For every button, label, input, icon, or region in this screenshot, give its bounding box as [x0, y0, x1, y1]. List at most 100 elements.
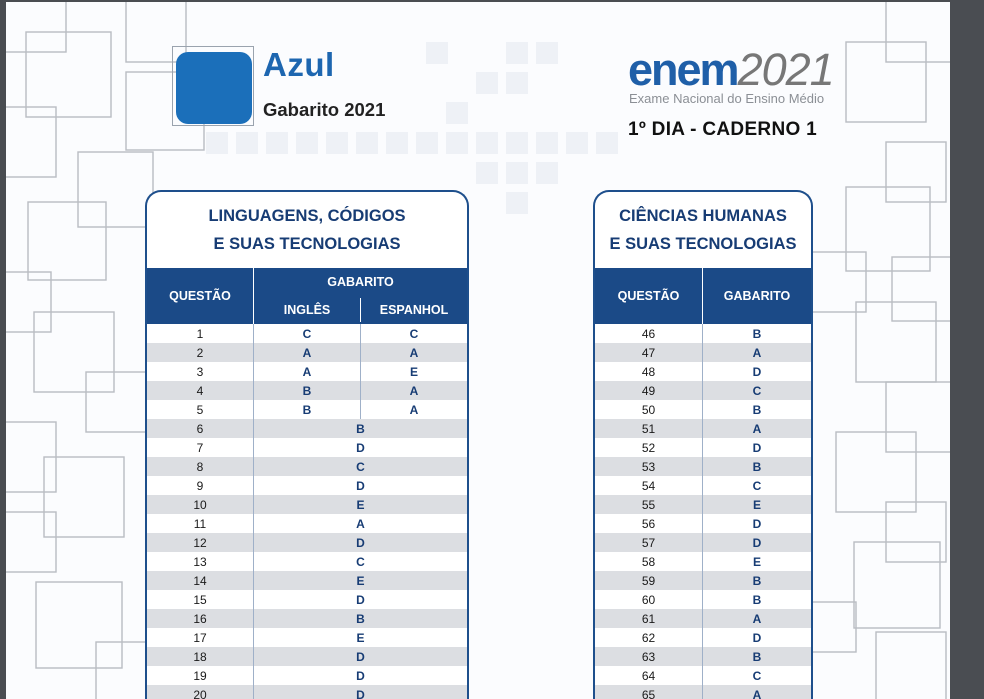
- table-row: 57 D: [595, 533, 811, 552]
- linguagens-title-line1: LINGUAGENS, CÓDIGOS: [208, 207, 406, 225]
- question-number-cell: 52: [595, 438, 703, 457]
- col-ingles-header: INGLÊS: [283, 303, 331, 317]
- answer-cell: C: [356, 554, 365, 569]
- answer-ingles-cell: A: [254, 343, 361, 362]
- logo-word: enem: [628, 44, 740, 95]
- question-number-cell: 51: [595, 419, 703, 438]
- answer-cell: E: [356, 630, 365, 645]
- answer-cell: A: [356, 516, 365, 531]
- table-row: 59 B: [595, 571, 811, 590]
- table-row: 11 A: [147, 514, 467, 533]
- day-caderno-label: 1º DIA - CADERNO 1: [628, 119, 817, 140]
- table-row: 15 D: [147, 590, 467, 609]
- table-row: 48 D: [595, 362, 811, 381]
- table-row: 50 B: [595, 400, 811, 419]
- answer-cell: C: [752, 668, 762, 683]
- question-number-cell: 17: [147, 628, 254, 647]
- col-gabarito-header: GABARITO: [327, 275, 394, 289]
- header-divider: [360, 298, 361, 322]
- answer-cell: B: [356, 421, 365, 436]
- logo-subtitle: Exame Nacional do Ensino Médio: [629, 91, 825, 106]
- table-row: 17 E: [147, 628, 467, 647]
- gabarito-year-label: Gabarito 2021: [263, 99, 386, 120]
- answer-cell: B: [752, 326, 762, 341]
- table-row: 55 E: [595, 495, 811, 514]
- question-number-cell: 8: [147, 457, 254, 476]
- question-number-cell: 59: [595, 571, 703, 590]
- question-number-cell: 60: [595, 590, 703, 609]
- table-row: 18 D: [147, 647, 467, 666]
- humanas-title-line1: CIÊNCIAS HUMANAS: [619, 207, 787, 225]
- question-number-cell: 5: [147, 400, 254, 419]
- question-number-cell: 56: [595, 514, 703, 533]
- question-number-cell: 18: [147, 647, 254, 666]
- question-number-cell: 16: [147, 609, 254, 628]
- answer-cell: D: [752, 535, 762, 550]
- question-number-cell: 3: [147, 362, 254, 381]
- answer-cell: D: [356, 535, 365, 550]
- answer-ingles-cell: A: [254, 362, 361, 381]
- answer-cell: B: [752, 459, 762, 474]
- question-number-cell: 10: [147, 495, 254, 514]
- answer-espanhol-cell: E: [409, 364, 418, 379]
- color-swatch-frame: [172, 46, 254, 126]
- answer-cell: D: [752, 440, 762, 455]
- question-number-cell: 11: [147, 514, 254, 533]
- table-row: 49 C: [595, 381, 811, 400]
- question-number-cell: 2: [147, 343, 254, 362]
- question-number-cell: 58: [595, 552, 703, 571]
- answer-cell: B: [752, 649, 762, 664]
- answer-cell: D: [356, 440, 365, 455]
- col-espanhol-header: ESPANHOL: [379, 303, 449, 317]
- table-row: 62 D: [595, 628, 811, 647]
- answer-cell: E: [752, 554, 761, 569]
- answer-cell: B: [356, 611, 365, 626]
- question-number-cell: 64: [595, 666, 703, 685]
- linguagens-title-line2: E SUAS TECNOLOGIAS: [213, 235, 401, 253]
- answer-cell: D: [356, 668, 365, 683]
- table-row: 16 B: [147, 609, 467, 628]
- question-number-cell: 53: [595, 457, 703, 476]
- question-number-cell: 13: [147, 552, 254, 571]
- answer-cell: E: [356, 573, 365, 588]
- question-number-cell: 20: [147, 685, 254, 699]
- question-number-cell: 1: [147, 324, 254, 343]
- humanas-title: CIÊNCIAS HUMANAS E SUAS TECNOLOGIAS: [595, 192, 811, 268]
- answer-cell: B: [752, 402, 762, 417]
- answer-cell: E: [752, 497, 761, 512]
- answer-espanhol-cell: A: [409, 402, 419, 417]
- answer-espanhol-cell: A: [409, 345, 419, 360]
- question-number-cell: 19: [147, 666, 254, 685]
- answer-cell: A: [752, 345, 762, 360]
- col-questao-header: QUESTÃO: [617, 289, 680, 303]
- answer-cell: E: [356, 497, 365, 512]
- table-row: 14 E: [147, 571, 467, 590]
- table-row: 64 C: [595, 666, 811, 685]
- question-number-cell: 50: [595, 400, 703, 419]
- table-row: 13 C: [147, 552, 467, 571]
- question-number-cell: 48: [595, 362, 703, 381]
- table-row: 54 C: [595, 476, 811, 495]
- col-gabarito-header: GABARITO: [723, 289, 791, 303]
- answer-espanhol-cell: A: [409, 383, 419, 398]
- answer-cell: D: [356, 687, 365, 699]
- table-row: 60 B: [595, 590, 811, 609]
- answer-key-page: Azul Gabarito 2021 enem2021 Exame Nacion…: [6, 2, 950, 699]
- humanas-table-card: CIÊNCIAS HUMANAS E SUAS TECNOLOGIAS QUES…: [593, 190, 813, 699]
- table-row: 10 E: [147, 495, 467, 514]
- question-number-cell: 46: [595, 324, 703, 343]
- table-row: 19 D: [147, 666, 467, 685]
- background-squares-pattern: [6, 2, 950, 699]
- enem-logo: enem2021: [628, 42, 868, 98]
- answer-cell: B: [752, 573, 762, 588]
- table-row: 63 B: [595, 647, 811, 666]
- answer-cell: A: [752, 611, 762, 626]
- answer-cell: A: [752, 687, 762, 699]
- answer-cell: C: [752, 383, 762, 398]
- question-number-cell: 12: [147, 533, 254, 552]
